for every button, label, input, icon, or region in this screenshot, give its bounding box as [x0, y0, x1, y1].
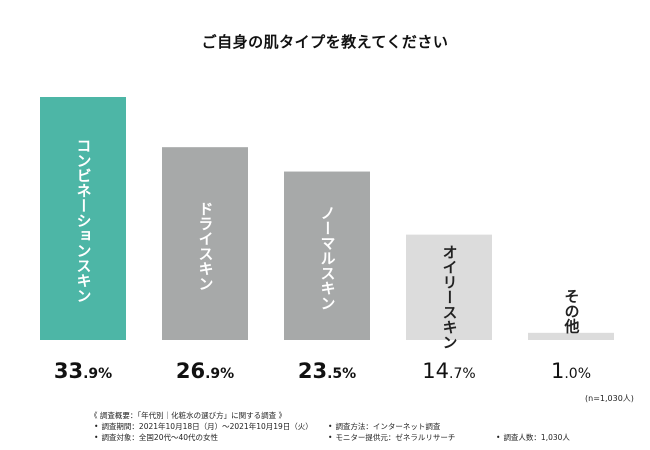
value-label-4: 14.7%: [422, 359, 475, 383]
survey-target: 調査対象：全国20代〜40代の女性: [101, 433, 219, 442]
category-label-3: ノーマルスキン: [319, 205, 337, 310]
survey-count: 調査人数：1,030人: [503, 433, 570, 442]
bar-1: [40, 97, 126, 340]
survey-period: 調査期間：2021年10月18日（月）〜2021年10月19日（火）: [101, 422, 313, 431]
survey-provider: モニター提供元：ゼネラルリサーチ: [335, 433, 456, 442]
value-label-1: 33.9%: [54, 359, 112, 383]
bullet: •: [496, 433, 501, 442]
sample-size-note: (n=1,030人): [585, 394, 634, 403]
category-label-2: ドライスキン: [197, 201, 215, 291]
survey-method-row: • 調査方法：インターネット調査: [328, 421, 440, 433]
survey-provider-row: • モニター提供元：ゼネラルリサーチ: [328, 432, 455, 444]
bullet: •: [94, 422, 99, 431]
survey-count-row: • 調査人数：1,030人: [496, 432, 570, 444]
survey-method: 調査方法：インターネット調査: [335, 422, 441, 431]
bullet: •: [94, 433, 99, 442]
bar-2: [162, 147, 248, 340]
bullet: •: [328, 422, 333, 431]
value-label-2: 26.9%: [176, 359, 234, 383]
value-label-3: 23.5%: [298, 359, 356, 383]
bar-4: [406, 234, 492, 340]
survey-target-row: • 調査対象：全国20代〜40代の女性: [94, 432, 218, 444]
category-label-4: オイリースキン: [441, 244, 459, 349]
category-label-1: コンビネーションスキン: [75, 138, 93, 303]
category-label-5: その他: [563, 288, 581, 334]
chart-title: ご自身の肌タイプを教えてください: [201, 33, 449, 51]
survey-period-row: • 調査期間：2021年10月18日（月）〜2021年10月19日（火）: [94, 421, 313, 433]
survey-header: 《 調査概要：「年代別｜化粧水の選び方」に関する調査 》: [90, 411, 287, 420]
bullet: •: [328, 433, 333, 442]
bar-3: [284, 171, 370, 340]
value-label-5: 1.0%: [551, 359, 591, 383]
bar-5: [528, 332, 614, 340]
